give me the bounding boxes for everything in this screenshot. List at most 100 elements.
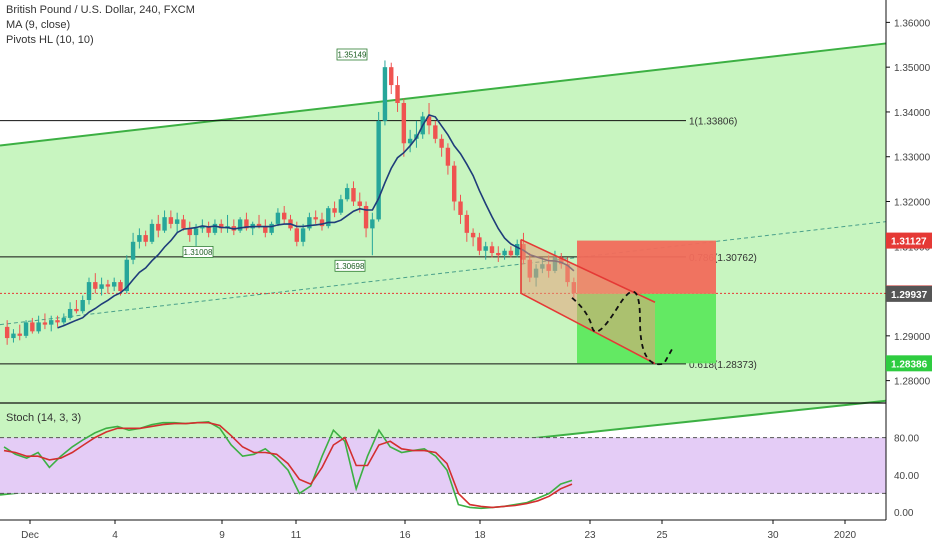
pivots-indicator-label[interactable]: Pivots HL (10, 10) [6, 34, 94, 46]
stochastic-pane[interactable] [0, 420, 886, 510]
candle-body[interactable] [483, 246, 488, 251]
candle-body[interactable] [212, 223, 218, 233]
candle-body[interactable] [275, 212, 281, 224]
candle-body[interactable] [118, 282, 123, 292]
candle-body[interactable] [149, 223, 155, 242]
pivot-label-box[interactable] [334, 259, 366, 272]
descending-channel-top[interactable] [520, 238, 656, 303]
candle-body[interactable] [281, 212, 287, 220]
stoch-d-line[interactable] [3, 421, 573, 509]
candle-body[interactable] [401, 102, 407, 144]
candle-body[interactable] [244, 219, 249, 229]
candle-body[interactable] [502, 250, 507, 256]
candle-body[interactable] [74, 308, 79, 312]
candle-body[interactable] [30, 322, 35, 332]
fib-level-label: 1(1.33806) [689, 117, 737, 128]
candle-body[interactable] [105, 284, 111, 287]
candle-body[interactable] [187, 228, 192, 236]
price-axis-label: 1.29000 [894, 332, 931, 343]
candle-body[interactable] [36, 322, 41, 332]
candle-body[interactable] [395, 85, 400, 103]
candle-body[interactable] [300, 228, 306, 242]
candle-body[interactable] [307, 217, 312, 229]
candle-body[interactable] [49, 320, 54, 325]
candle-body[interactable] [80, 300, 85, 312]
candle-body[interactable] [439, 138, 444, 148]
candle-body[interactable] [433, 125, 438, 139]
candle-body[interactable] [193, 228, 199, 236]
candle-body[interactable] [23, 322, 29, 336]
price-tag[interactable] [886, 355, 932, 372]
ma-indicator-label[interactable]: MA (9, close) [6, 19, 71, 31]
candle-body[interactable] [168, 217, 174, 224]
candle-body[interactable] [489, 246, 495, 253]
price-pane[interactable]: 1(1.33806) 0.786(1.30762) 0.618(1.28373) 1.… [0, 42, 887, 496]
moving-average-line[interactable] [57, 113, 575, 329]
candle-body[interactable] [137, 235, 142, 242]
stoch-indicator-label[interactable]: Stoch (14, 3, 3) [6, 412, 82, 424]
candle-body[interactable] [256, 223, 262, 227]
candle-body[interactable] [389, 67, 394, 86]
candle-body[interactable] [156, 223, 161, 231]
candle-body[interactable] [319, 219, 325, 227]
projected-path[interactable] [571, 290, 673, 366]
candle-body[interactable] [477, 237, 482, 251]
candle-body[interactable] [407, 138, 413, 144]
channel-upper-line[interactable] [0, 42, 887, 147]
candle-body[interactable] [61, 317, 67, 323]
candle-body[interactable] [326, 208, 331, 227]
candle-body[interactable] [458, 201, 463, 215]
pivot-label-box[interactable] [336, 48, 368, 61]
candle-body[interactable] [452, 165, 457, 202]
candle-body[interactable] [269, 223, 274, 233]
candle-body[interactable] [332, 208, 337, 213]
candle-body[interactable] [42, 322, 48, 325]
candle-body[interactable] [200, 226, 205, 229]
candle-body[interactable] [376, 120, 381, 220]
candle-body[interactable] [219, 223, 224, 229]
price-axis-label: 1.33000 [894, 153, 931, 164]
candle-body[interactable] [55, 320, 60, 323]
candle-body[interactable] [130, 241, 136, 260]
candle-body[interactable] [470, 232, 476, 238]
candle-body[interactable] [124, 259, 129, 292]
candle-body[interactable] [11, 333, 16, 339]
price-tag[interactable] [886, 232, 932, 249]
candle-body[interactable] [237, 219, 243, 231]
candle-body[interactable] [363, 205, 369, 229]
candle-body[interactable] [111, 282, 117, 287]
candle-body[interactable] [338, 199, 344, 213]
candle-body[interactable] [263, 226, 268, 233]
candle-body[interactable] [143, 235, 148, 242]
candle-body[interactable] [344, 188, 350, 200]
candle-body[interactable] [4, 326, 10, 339]
candle-body[interactable] [99, 284, 104, 289]
candle-body[interactable] [294, 228, 300, 242]
candle-body[interactable] [357, 201, 362, 206]
candle-body[interactable] [93, 282, 98, 289]
candle-body[interactable] [382, 67, 388, 121]
pivot-label-box[interactable] [182, 246, 214, 258]
descending-channel-bottom[interactable] [520, 292, 656, 365]
candle-body[interactable] [162, 217, 167, 231]
candle-body[interactable] [496, 252, 501, 256]
candle-body[interactable] [206, 226, 211, 233]
candle-body[interactable] [67, 308, 73, 318]
candle-body[interactable] [464, 214, 470, 233]
candle-body[interactable] [445, 147, 451, 166]
candle-body[interactable] [181, 219, 186, 229]
candle-body[interactable] [370, 219, 375, 229]
stoch-k-line[interactable] [3, 420, 573, 510]
candle-body[interactable] [514, 244, 520, 256]
candle-body[interactable] [426, 116, 432, 126]
candle-body[interactable] [174, 219, 180, 224]
time-axis-label: Dec [21, 530, 39, 541]
candle-body[interactable] [508, 250, 514, 256]
candle-body[interactable] [351, 188, 356, 202]
candle-body[interactable] [313, 217, 318, 220]
price-tag[interactable] [886, 285, 932, 302]
candle-body[interactable] [86, 282, 92, 301]
channel-midline[interactable] [0, 221, 887, 326]
candle-body[interactable] [17, 333, 22, 336]
